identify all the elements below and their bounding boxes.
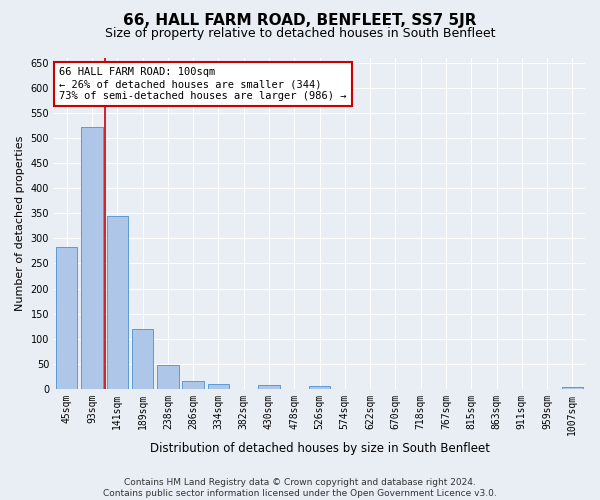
Y-axis label: Number of detached properties: Number of detached properties xyxy=(15,136,25,311)
Bar xyxy=(208,384,229,389)
Bar xyxy=(56,247,77,389)
Bar xyxy=(132,329,153,389)
Bar xyxy=(157,365,179,389)
Text: 66 HALL FARM ROAD: 100sqm
← 26% of detached houses are smaller (344)
73% of semi: 66 HALL FARM ROAD: 100sqm ← 26% of detac… xyxy=(59,68,347,100)
Text: Size of property relative to detached houses in South Benfleet: Size of property relative to detached ho… xyxy=(105,28,495,40)
Bar xyxy=(562,386,583,389)
Bar xyxy=(81,127,103,389)
Bar xyxy=(309,386,330,389)
X-axis label: Distribution of detached houses by size in South Benfleet: Distribution of detached houses by size … xyxy=(149,442,490,455)
Text: Contains HM Land Registry data © Crown copyright and database right 2024.
Contai: Contains HM Land Registry data © Crown c… xyxy=(103,478,497,498)
Bar xyxy=(182,381,204,389)
Bar xyxy=(258,384,280,389)
Bar xyxy=(107,216,128,389)
Text: 66, HALL FARM ROAD, BENFLEET, SS7 5JR: 66, HALL FARM ROAD, BENFLEET, SS7 5JR xyxy=(123,12,477,28)
